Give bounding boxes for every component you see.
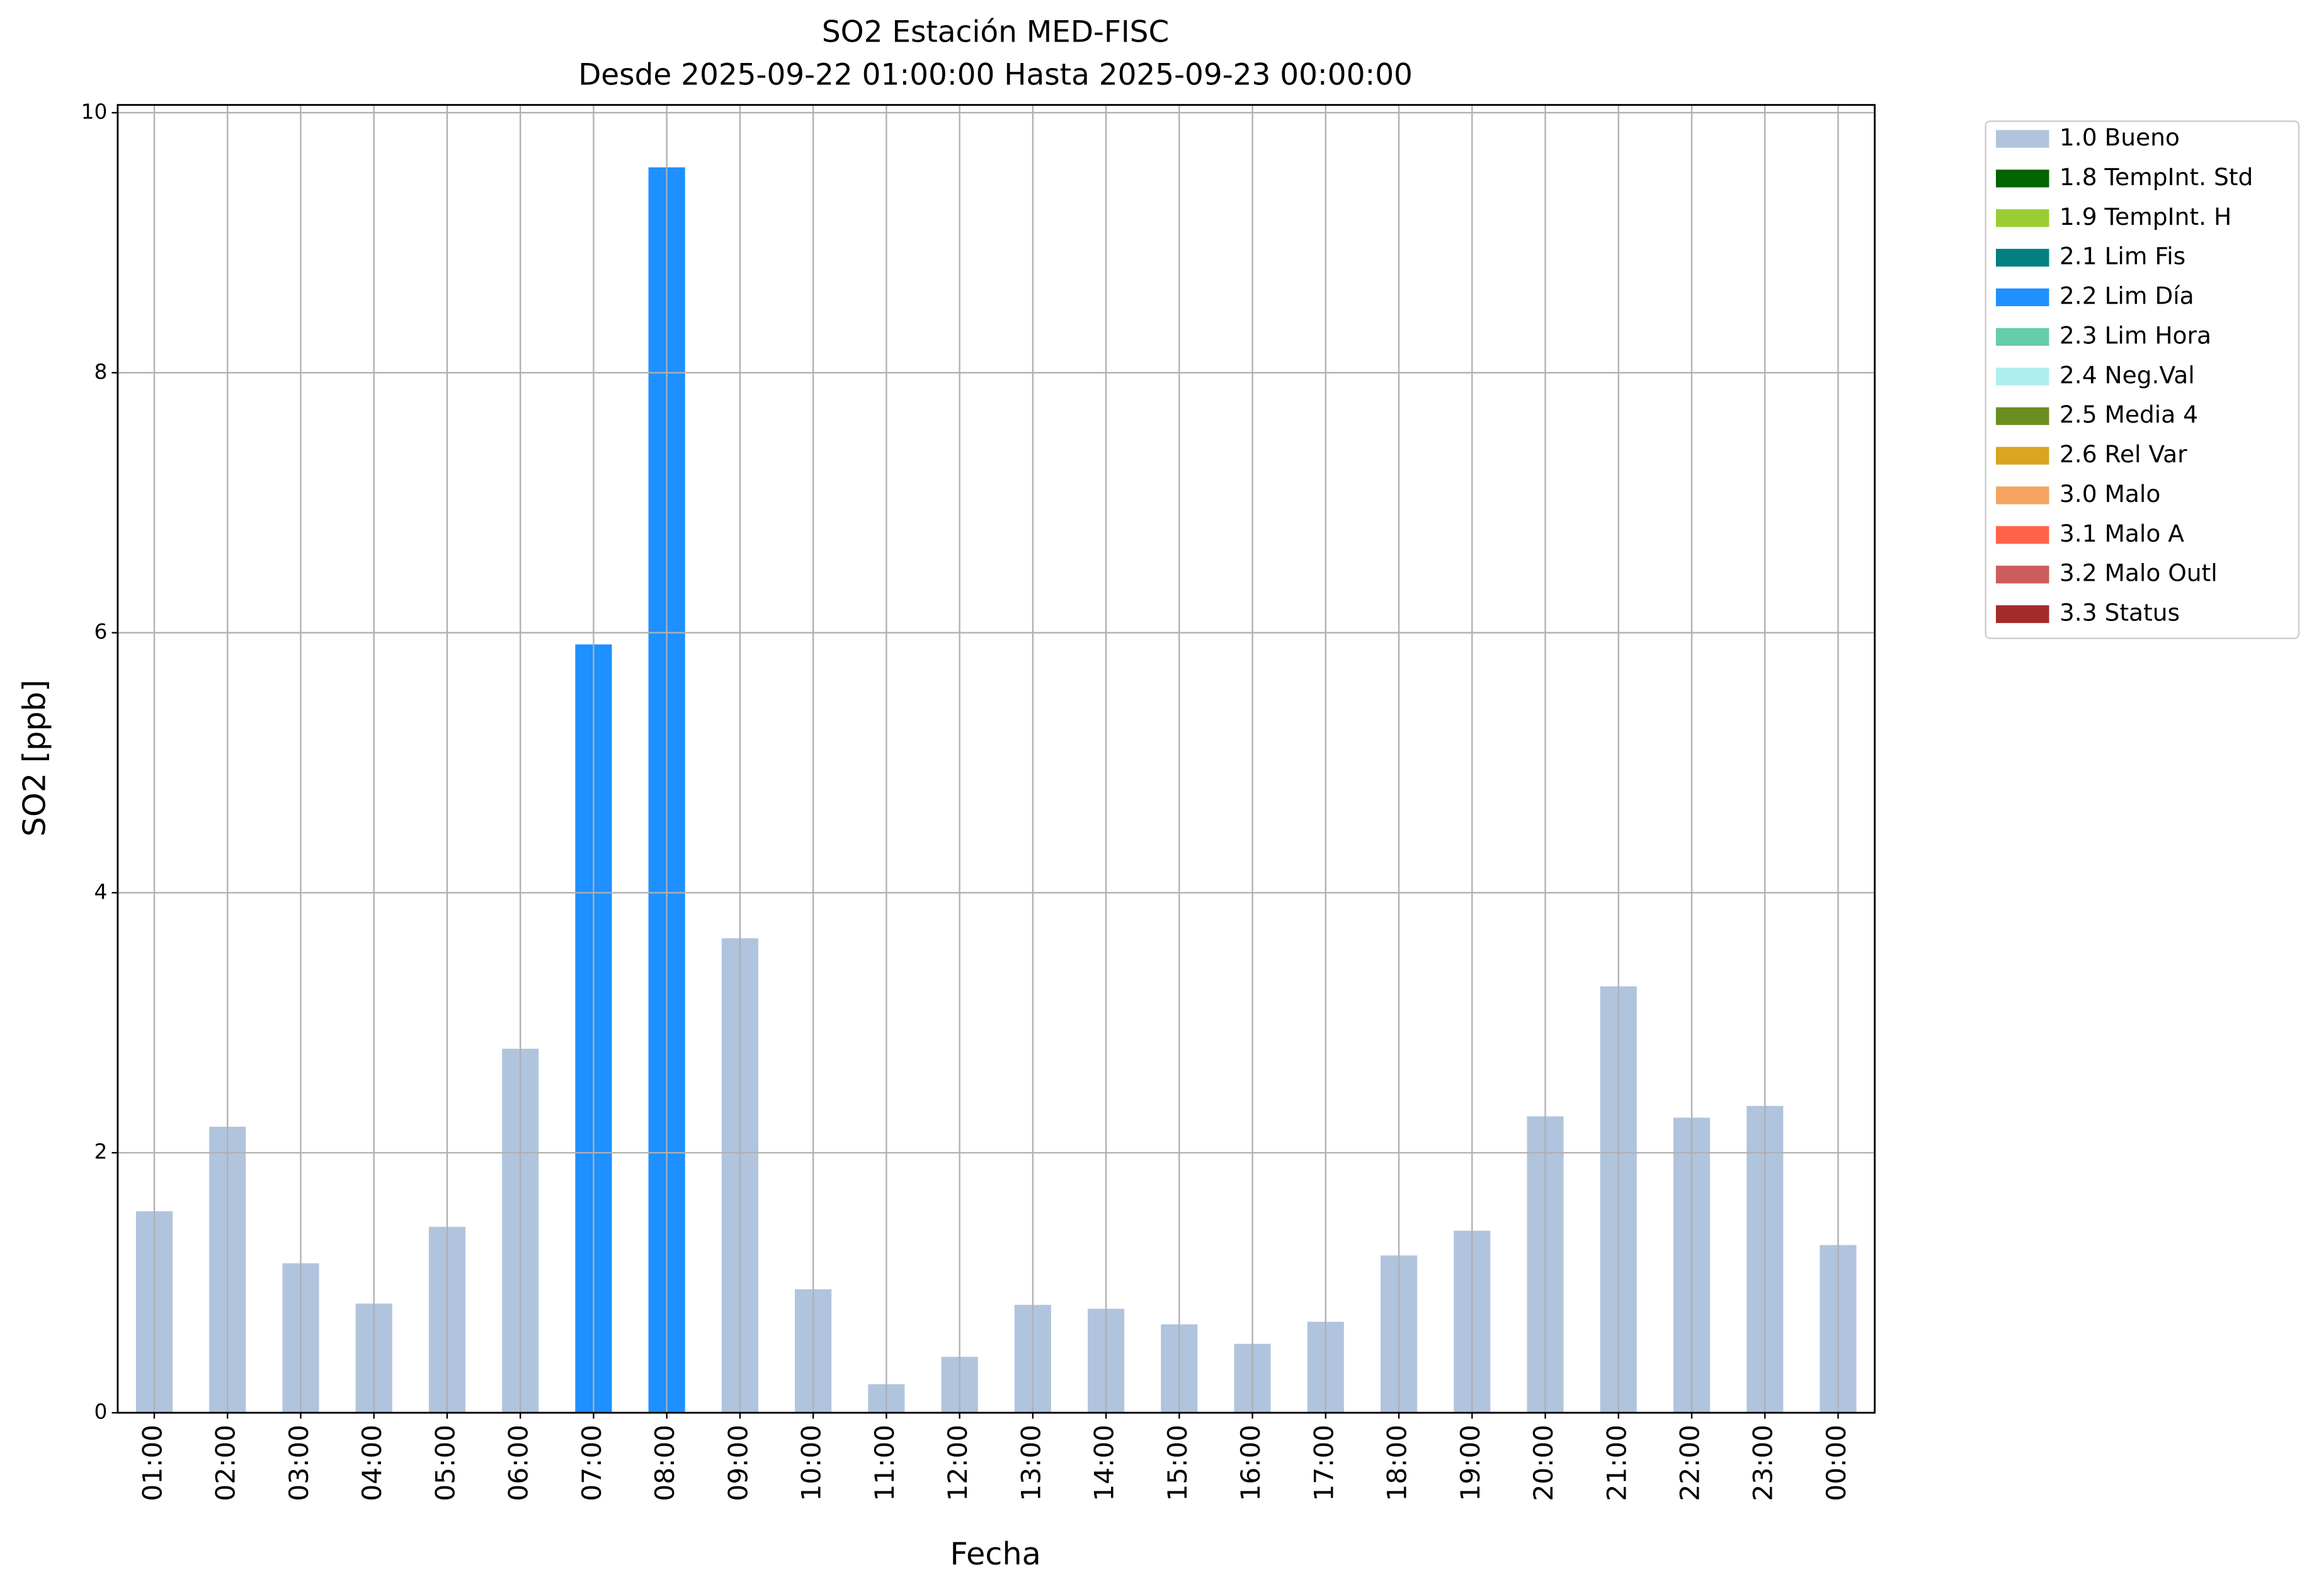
y-tick-label: 2 [94, 1140, 108, 1164]
x-tick-label: 05:00 [430, 1425, 460, 1502]
x-axis-label: Fecha [950, 1536, 1040, 1572]
x-tick-label: 18:00 [1382, 1425, 1413, 1502]
legend-swatch [1996, 447, 2049, 465]
x-tick-label: 10:00 [796, 1425, 827, 1502]
x-tick-label: 03:00 [283, 1425, 314, 1502]
legend-label: 1.0 Bueno [2060, 123, 2180, 151]
legend-swatch [1996, 209, 2049, 227]
y-tick-label: 6 [94, 620, 108, 644]
x-tick-label: 19:00 [1455, 1425, 1486, 1502]
x-tick-label: 17:00 [1308, 1425, 1339, 1502]
legend-label: 2.5 Media 4 [2060, 401, 2198, 428]
x-tick-label: 12:00 [942, 1425, 973, 1502]
chart-title: SO2 Estación MED-FISC [822, 14, 1169, 49]
legend-label: 2.3 Lim Hora [2060, 321, 2211, 349]
legend-swatch [1996, 605, 2049, 624]
legend-label: 2.2 Lim Día [2060, 282, 2194, 310]
x-tick-label: 07:00 [576, 1425, 607, 1502]
x-tick-label: 21:00 [1601, 1425, 1632, 1502]
legend-swatch [1996, 566, 2049, 584]
x-tick-label: 09:00 [722, 1425, 753, 1502]
x-tick-label: 13:00 [1015, 1425, 1046, 1502]
legend-swatch [1996, 407, 2049, 425]
y-tick-label: 10 [81, 100, 108, 123]
x-tick-label: 16:00 [1235, 1425, 1266, 1502]
x-tick-label: 15:00 [1162, 1425, 1193, 1502]
y-tick-label: 4 [94, 880, 108, 904]
x-tick-label: 23:00 [1748, 1425, 1779, 1502]
x-tick-label: 11:00 [869, 1425, 900, 1502]
legend-box [1985, 120, 2300, 639]
legend-swatch [1996, 526, 2049, 544]
legend-swatch [1996, 130, 2049, 148]
x-tick-label: 04:00 [356, 1425, 387, 1502]
legend-label: 3.3 Status [2060, 599, 2180, 627]
x-tick-label: 06:00 [503, 1425, 534, 1502]
legend-label: 3.0 Malo [2060, 480, 2160, 508]
x-tick-label: 01:00 [137, 1425, 168, 1502]
legend-label: 3.1 Malo A [2060, 520, 2184, 547]
x-tick-label: 08:00 [649, 1425, 680, 1502]
legend-swatch [1996, 169, 2049, 188]
x-tick-label: 00:00 [1821, 1425, 1852, 1502]
legend-label: 1.8 TempInt. Std [2060, 163, 2253, 191]
x-tick-label: 02:00 [210, 1425, 241, 1502]
y-tick-label: 0 [94, 1400, 108, 1424]
x-tick-label: 20:00 [1528, 1425, 1559, 1502]
chart-subtitle: Desde 2025-09-22 01:00:00 Hasta 2025-09-… [578, 58, 1413, 93]
legend-swatch [1996, 367, 2049, 385]
legend-label: 1.9 TempInt. H [2060, 203, 2231, 231]
legend-label: 2.6 Rel Var [2060, 440, 2187, 468]
y-tick-label: 8 [94, 360, 108, 384]
legend-swatch [1996, 249, 2049, 267]
legend-swatch [1996, 486, 2049, 504]
legend-swatch [1996, 328, 2049, 346]
y-axis-label: SO2 [ppb] [16, 680, 52, 836]
legend-label: 3.2 Malo Outl [2060, 559, 2218, 587]
plot-frame [117, 104, 1876, 1414]
legend-swatch [1996, 288, 2049, 307]
x-tick-label: 14:00 [1089, 1425, 1120, 1502]
x-tick-label: 22:00 [1675, 1425, 1706, 1502]
legend-label: 2.4 Neg.Val [2060, 361, 2195, 389]
legend-label: 2.1 Lim Fis [2060, 242, 2185, 270]
